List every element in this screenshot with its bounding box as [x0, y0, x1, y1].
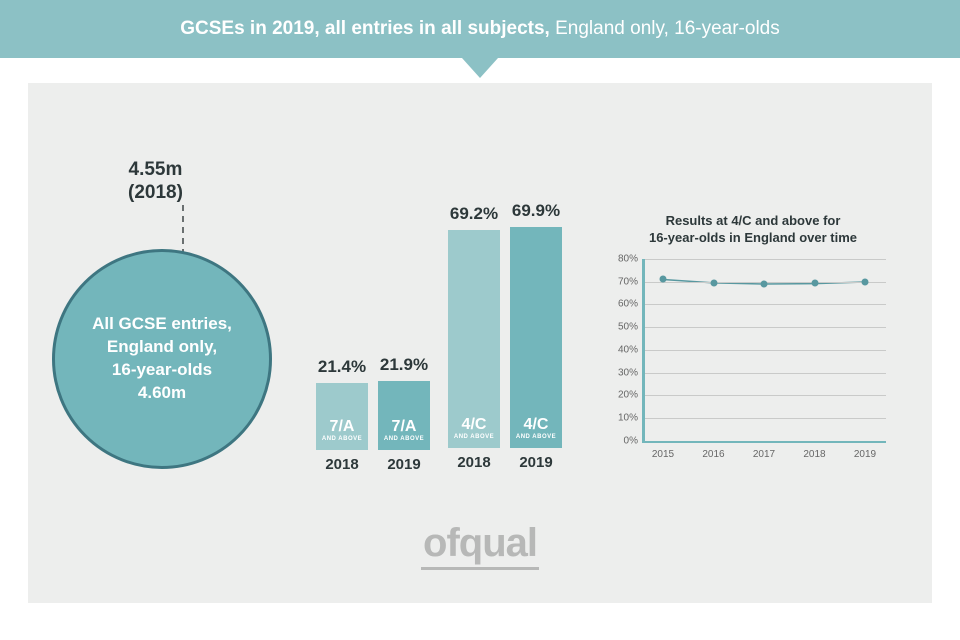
- series-dot: [862, 278, 869, 285]
- bar-grade-label: 7/AAND ABOVE: [322, 418, 362, 450]
- bar-rect: 4/CAND ABOVE: [510, 227, 562, 448]
- x-tick-label: 2018: [803, 449, 825, 460]
- x-tick-label: 2015: [652, 449, 674, 460]
- series-dot: [660, 276, 667, 283]
- gridline: [645, 373, 886, 374]
- series-dot: [710, 279, 717, 286]
- y-tick-label: 80%: [608, 253, 638, 264]
- bar-grade-label: 7/AAND ABOVE: [384, 418, 424, 450]
- y-tick-label: 50%: [608, 322, 638, 333]
- bar-group-4c: 69.2%4/CAND ABOVE201869.9%4/CAND ABOVE20…: [448, 227, 562, 471]
- bar-grade-label: 4/CAND ABOVE: [454, 416, 494, 448]
- bar-group-7a: 21.4%7/AAND ABOVE201821.9%7/AAND ABOVE20…: [316, 381, 430, 473]
- series-dot: [761, 280, 768, 287]
- circle-line2: England only,: [92, 336, 232, 359]
- bar-rect: 4/CAND ABOVE: [448, 230, 500, 448]
- title-bold: GCSEs in 2019, all entries in all subjec…: [180, 18, 550, 39]
- bar-year: 2019: [519, 454, 552, 471]
- title-light: England only, 16-year-olds: [550, 18, 780, 39]
- ofqual-logo: ofqual: [421, 521, 539, 570]
- gridline: [645, 350, 886, 351]
- callout-connector: [182, 205, 184, 255]
- x-tick-label: 2016: [702, 449, 724, 460]
- circle-text: All GCSE entries, England only, 16-year-…: [92, 313, 232, 405]
- infographic-canvas: 4.55m (2018) All GCSE entries, England o…: [28, 83, 932, 603]
- header-bar: GCSEs in 2019, all entries in all subjec…: [0, 0, 960, 58]
- series-svg: [608, 259, 888, 459]
- callout-year: (2018): [128, 182, 183, 205]
- y-tick-label: 20%: [608, 390, 638, 401]
- y-tick-label: 60%: [608, 299, 638, 310]
- bar: 69.2%4/CAND ABOVE2018: [448, 230, 500, 471]
- series-dot: [811, 280, 818, 287]
- bar-year: 2019: [387, 456, 420, 473]
- bar-rect: 7/AAND ABOVE: [378, 381, 430, 450]
- y-tick-label: 10%: [608, 413, 638, 424]
- gridline: [645, 259, 886, 260]
- circle-line3: 16-year-olds: [92, 359, 232, 382]
- total-entries-circle: All GCSE entries, England only, 16-year-…: [52, 249, 272, 469]
- y-tick-label: 0%: [608, 435, 638, 446]
- gridline: [645, 395, 886, 396]
- circle-bg: All GCSE entries, England only, 16-year-…: [52, 249, 272, 469]
- y-tick-label: 70%: [608, 276, 638, 287]
- bar: 21.9%7/AAND ABOVE2019: [378, 381, 430, 473]
- plot-area: 0%10%20%30%40%50%60%70%80%20152016201720…: [608, 259, 888, 459]
- gridline: [645, 304, 886, 305]
- y-tick-label: 30%: [608, 367, 638, 378]
- bar: 21.4%7/AAND ABOVE2018: [316, 383, 368, 473]
- bar-value: 69.9%: [510, 201, 562, 221]
- circle-line4: 4.60m: [92, 382, 232, 405]
- callout-value: 4.55m: [128, 159, 183, 182]
- line-chart-title: Results at 4/C and above for 16-year-old…: [608, 213, 898, 247]
- chart-title-l2: 16-year-olds in England over time: [608, 230, 898, 247]
- chart-title-l1: Results at 4/C and above for: [608, 213, 898, 230]
- gridline: [645, 418, 886, 419]
- previous-year-callout: 4.55m (2018): [128, 159, 183, 205]
- bar-value: 69.2%: [448, 204, 500, 224]
- circle-line1: All GCSE entries,: [92, 313, 232, 336]
- page-title: GCSEs in 2019, all entries in all subjec…: [180, 18, 780, 40]
- y-tick-label: 40%: [608, 344, 638, 355]
- bar-rect: 7/AAND ABOVE: [316, 383, 368, 450]
- line-chart: Results at 4/C and above for 16-year-old…: [608, 213, 898, 459]
- bar-year: 2018: [325, 456, 358, 473]
- bar-value: 21.9%: [378, 355, 430, 375]
- header-notch: [462, 58, 498, 78]
- bar-grade-label: 4/CAND ABOVE: [516, 416, 556, 448]
- bar-value: 21.4%: [316, 357, 368, 377]
- bar-year: 2018: [457, 454, 490, 471]
- bar: 69.9%4/CAND ABOVE2019: [510, 227, 562, 471]
- gridline: [645, 327, 886, 328]
- x-tick-label: 2019: [854, 449, 876, 460]
- x-tick-label: 2017: [753, 449, 775, 460]
